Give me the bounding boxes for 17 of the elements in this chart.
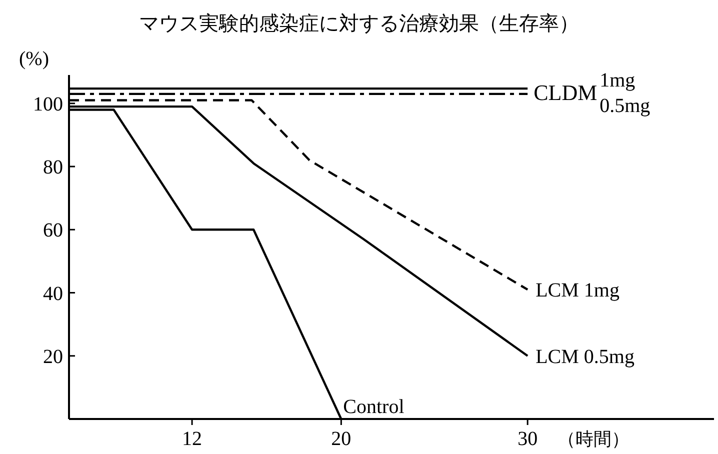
text: 0.5mg	[600, 94, 650, 117]
chart-title: マウス実験的感染症に対する治療効果（生存率）	[139, 12, 579, 35]
annotation: CLDM	[534, 80, 598, 105]
x-tick-label: 30	[518, 428, 538, 450]
series-label: Control	[343, 396, 405, 418]
series-label: LCM 0.5mg	[536, 346, 634, 368]
text: 1mg	[600, 70, 636, 92]
y-tick-label: 40	[43, 282, 63, 305]
y-tick-label: 20	[43, 346, 63, 368]
x-tick-label: 12	[182, 428, 202, 450]
series-label: LCM 1mg	[536, 280, 620, 302]
y-tick-label: 80	[43, 156, 63, 179]
x-tick-label: 20	[331, 428, 352, 450]
y-tick-label: 60	[43, 220, 63, 242]
x-axis-title: （時間）	[558, 429, 630, 449]
y-axis-title: (%)	[19, 48, 49, 70]
y-tick-label: 100	[33, 93, 63, 116]
